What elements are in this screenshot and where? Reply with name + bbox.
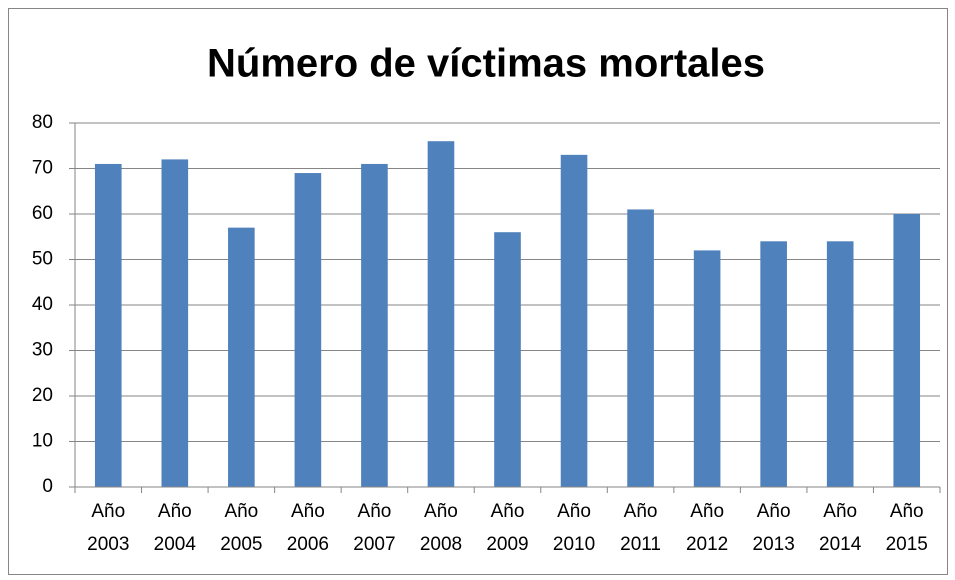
- bar: [161, 159, 189, 487]
- y-tick-label: 70: [32, 158, 53, 179]
- bar: [826, 241, 854, 487]
- x-tick-label: Año 2011: [620, 501, 661, 555]
- bar: [560, 154, 588, 487]
- x-tick-label: Año 2013: [752, 501, 795, 555]
- x-tick-label: Año 2003: [87, 501, 130, 555]
- x-tick-label: Año 2005: [220, 501, 263, 555]
- x-tick-label: Año 2007: [353, 501, 396, 555]
- x-tick-label: Año 2014: [819, 501, 862, 555]
- y-tick-label: 30: [32, 340, 53, 361]
- bar: [627, 209, 654, 487]
- y-tick-label: 60: [32, 203, 53, 224]
- x-tick-label: Año 2012: [685, 501, 729, 555]
- bar: [760, 241, 787, 487]
- bar: [693, 250, 721, 487]
- x-tick-label: Año 2015: [885, 501, 928, 555]
- bar: [228, 227, 255, 487]
- x-tick-label: Año 2008: [419, 501, 463, 555]
- bar: [294, 173, 322, 488]
- x-tick-label: Año 2010: [552, 501, 596, 555]
- x-tick-label: Año 2009: [486, 501, 529, 555]
- x-tick-label: Año 2004: [153, 501, 196, 555]
- bar: [494, 232, 521, 487]
- y-tick-label: 10: [32, 431, 53, 452]
- y-tick-label: 40: [32, 294, 53, 315]
- bar: [361, 163, 388, 487]
- chart-title: Número de víctimas mortales: [207, 42, 765, 86]
- y-tick-label: 0: [42, 476, 53, 497]
- y-tick-label: 50: [32, 249, 53, 270]
- y-tick-label: 20: [32, 385, 53, 406]
- x-tick-label: Año 2006: [286, 501, 330, 555]
- y-tick-label: 80: [32, 112, 53, 133]
- bar: [427, 141, 455, 487]
- bar: [94, 163, 122, 487]
- bar: [893, 214, 921, 487]
